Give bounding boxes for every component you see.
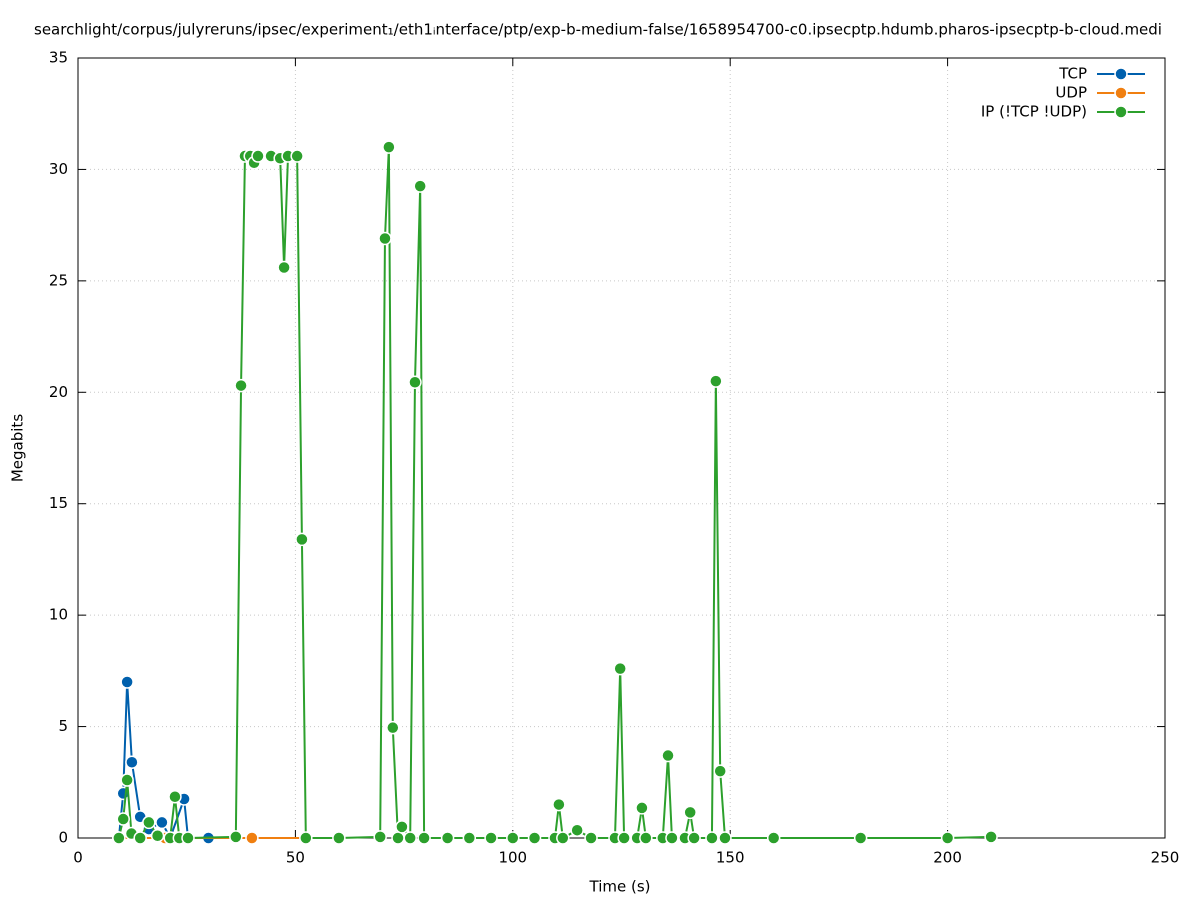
data-point bbox=[940, 831, 955, 845]
x-tick-label: 200 bbox=[933, 849, 962, 867]
data-point bbox=[295, 532, 309, 547]
data-point bbox=[391, 831, 405, 845]
x-tick-label: 100 bbox=[498, 849, 527, 867]
data-point bbox=[584, 831, 598, 845]
data-point bbox=[116, 812, 130, 826]
data-point bbox=[290, 149, 304, 163]
data-point bbox=[613, 661, 627, 676]
y-tick-label: 5 bbox=[58, 717, 68, 735]
data-point bbox=[661, 748, 675, 763]
data-point bbox=[440, 831, 455, 845]
data-point bbox=[687, 831, 701, 845]
data-point bbox=[133, 831, 147, 845]
data-point bbox=[168, 790, 182, 804]
y-tick-label: 30 bbox=[49, 160, 68, 178]
x-tick-label: 150 bbox=[716, 849, 745, 867]
y-tick-label: 25 bbox=[49, 271, 68, 289]
data-point bbox=[382, 140, 396, 154]
data-point bbox=[617, 831, 631, 845]
legend-label: UDP bbox=[1055, 84, 1087, 102]
data-point bbox=[378, 231, 392, 246]
data-point bbox=[395, 820, 409, 834]
data-point bbox=[125, 755, 139, 769]
legend-marker bbox=[1114, 105, 1128, 119]
legend-label: TCP bbox=[1058, 65, 1087, 83]
data-point bbox=[403, 831, 417, 845]
legend-label: IP (!TCP !UDP) bbox=[981, 103, 1087, 121]
data-point bbox=[299, 831, 313, 845]
data-point bbox=[556, 831, 570, 845]
data-point bbox=[251, 149, 265, 163]
data-point bbox=[408, 375, 422, 390]
data-point bbox=[142, 815, 156, 830]
data-point bbox=[229, 830, 243, 844]
data-point bbox=[705, 831, 719, 845]
data-point bbox=[373, 830, 387, 844]
y-tick-label: 0 bbox=[58, 829, 68, 847]
legend-marker bbox=[1114, 86, 1128, 100]
x-tick-label: 0 bbox=[73, 849, 83, 867]
data-point bbox=[570, 823, 584, 837]
x-axis-label: Time (s) bbox=[589, 878, 651, 896]
x-tick-label: 50 bbox=[286, 849, 305, 867]
data-point bbox=[683, 805, 697, 820]
data-point bbox=[853, 831, 868, 845]
series bbox=[112, 140, 998, 845]
data-point bbox=[150, 829, 165, 843]
y-tick-label: 35 bbox=[49, 49, 68, 67]
data-point bbox=[120, 675, 134, 689]
data-point bbox=[665, 831, 679, 845]
chart-title: searchlight/corpus/julyreruns/ipsec/expe… bbox=[34, 21, 1162, 39]
data-point bbox=[713, 764, 727, 778]
x-tick-label: 250 bbox=[1151, 849, 1180, 867]
legend-item: TCP bbox=[1058, 65, 1145, 83]
data-point bbox=[484, 831, 498, 845]
data-point bbox=[413, 179, 427, 193]
y-tick-label: 10 bbox=[49, 606, 68, 624]
data-point bbox=[766, 831, 781, 845]
data-point bbox=[506, 831, 520, 845]
data-point bbox=[155, 815, 169, 830]
data-point bbox=[552, 797, 566, 812]
data-point bbox=[462, 831, 477, 845]
data-point bbox=[639, 831, 653, 845]
data-point bbox=[527, 831, 542, 845]
data-point bbox=[120, 773, 134, 787]
data-point bbox=[984, 830, 998, 844]
legend-item: UDP bbox=[1055, 84, 1145, 102]
data-point bbox=[277, 260, 291, 275]
data-point bbox=[386, 720, 400, 735]
data-point bbox=[417, 831, 431, 845]
data-point bbox=[718, 831, 732, 845]
y-tick-label: 15 bbox=[49, 494, 68, 512]
data-point bbox=[245, 831, 259, 845]
legend-item: IP (!TCP !UDP) bbox=[981, 103, 1145, 121]
legend-marker bbox=[1114, 67, 1128, 81]
y-tick-label: 20 bbox=[49, 383, 68, 401]
series-line bbox=[117, 147, 992, 841]
data-point bbox=[112, 831, 126, 845]
data-point bbox=[635, 801, 649, 815]
y-axis-label: Megabits bbox=[9, 414, 27, 482]
data-point bbox=[181, 831, 195, 845]
data-point bbox=[234, 378, 248, 393]
data-point bbox=[709, 374, 723, 388]
data-point bbox=[332, 831, 346, 845]
